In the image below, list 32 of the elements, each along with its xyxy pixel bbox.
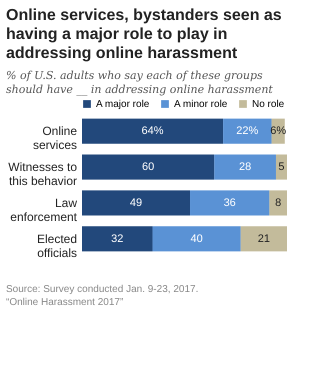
- data-label: 64%: [142, 125, 164, 138]
- bar: [223, 118, 272, 144]
- legend-label: A minor role: [174, 99, 228, 110]
- data-label: 40: [190, 232, 203, 245]
- data-label: 32: [111, 232, 124, 245]
- y-tick-label: Online services: [32, 124, 78, 152]
- chart-subtitle: % of U.S. adults who say each of these groups should have __ in addressing online harassment: [6, 69, 274, 97]
- bar: [82, 226, 153, 252]
- text: “Online Harassment 2017”: [6, 296, 124, 309]
- bar: [214, 154, 276, 180]
- bar: [190, 190, 270, 216]
- y-tick-label: Witnesses to this behavior: [8, 160, 78, 188]
- data-label: 22%: [236, 125, 259, 138]
- source-note: Source: Survey conducted Jan. 9-23, 2017.: [6, 283, 200, 296]
- data-label: 8: [275, 196, 282, 209]
- data-label: 28: [238, 161, 252, 174]
- data-label: 60: [142, 161, 154, 174]
- chart-title: Online services, bystanders seen as having a major role to play in addressing online harassment: [6, 6, 283, 63]
- bar: [269, 190, 287, 216]
- data-label: 36: [224, 196, 236, 209]
- data-label: 49: [130, 196, 142, 209]
- bar: [82, 118, 224, 144]
- bar: [240, 226, 287, 252]
- data-label: 21: [258, 232, 270, 245]
- bar: [152, 226, 241, 252]
- bar: [82, 154, 214, 180]
- legend-label: A major role: [96, 99, 150, 110]
- legend-label: No role: [252, 99, 285, 110]
- data-label: 5: [278, 161, 285, 174]
- bar: [82, 190, 190, 216]
- y-tick-label: Law enforcement: [10, 196, 78, 224]
- y-tick-label: Elected officials: [36, 232, 77, 260]
